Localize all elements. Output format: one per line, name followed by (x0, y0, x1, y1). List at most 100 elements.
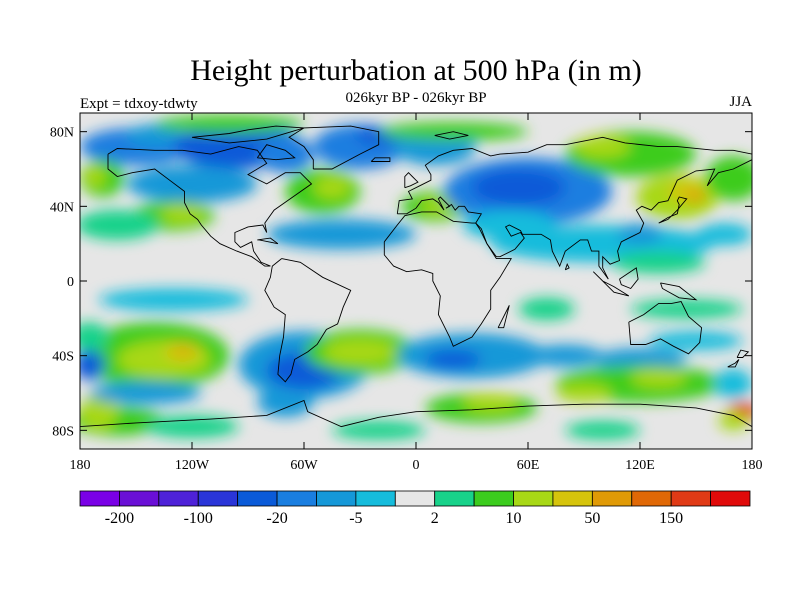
contour-region (160, 204, 206, 224)
coastline (658, 196, 688, 224)
lat-tick-label: 80N (50, 126, 74, 141)
contour-region (145, 415, 239, 438)
contour-region (462, 393, 519, 412)
coastline (107, 146, 313, 267)
coastline (257, 237, 279, 245)
axis-ticks: 80N 40N 0 40S 80S 180 120W 60W 0 60E 120E 180 (50, 113, 763, 473)
lat-tick-label: 40N (50, 200, 74, 215)
colorbar-label: 50 (584, 510, 600, 527)
coastline (564, 263, 570, 271)
coastline (383, 211, 512, 347)
lon-tick-label: 120W (175, 458, 210, 473)
coastline (264, 258, 352, 383)
lat-tick-label: 40S (52, 350, 74, 365)
contour-region (528, 344, 603, 367)
coastline (736, 349, 750, 358)
colorbar-swatch (473, 490, 514, 507)
lon-tick-label: 0 (413, 458, 420, 473)
lon-tick-label: 180 (742, 458, 763, 473)
contour-region (322, 338, 398, 365)
contour-region (257, 135, 314, 173)
coastline (727, 359, 740, 368)
coastline (80, 399, 752, 428)
lon-tick-label: 60E (517, 458, 540, 473)
coastline (288, 125, 380, 170)
contour-region (419, 198, 458, 214)
contour-region (714, 368, 752, 399)
coastline (660, 282, 698, 301)
colorbar-swatch (316, 490, 357, 507)
colorbar-label: -5 (349, 510, 362, 527)
contour-region (80, 393, 118, 431)
contour-region (126, 165, 258, 203)
contour-region (593, 348, 687, 371)
contour-region (266, 219, 416, 250)
colorbar-swatch (197, 490, 239, 507)
contour-region (556, 383, 612, 403)
map-panel (80, 113, 752, 449)
colorbar-swatch (119, 490, 160, 507)
contour-region (98, 288, 249, 311)
map-title: Height perturbation at 500 hPa (in m) (190, 54, 642, 87)
contour-region (686, 191, 706, 203)
coastline (497, 305, 510, 329)
contour-region (574, 135, 631, 158)
coastline (404, 172, 419, 189)
contour-region (177, 348, 189, 356)
coastline (434, 131, 469, 140)
colorbar-label: -100 (184, 510, 213, 527)
lon-tick-label: 120E (625, 458, 655, 473)
contour-region (89, 381, 202, 405)
season-label: JJA (729, 94, 752, 110)
colorbar-swatch (394, 490, 436, 507)
coastline-layer (80, 125, 752, 428)
coastline (370, 157, 391, 162)
lon-tick-label: 180 (70, 458, 91, 473)
experiment-label: Expt = tdxoy-tdwty (80, 96, 198, 112)
lat-tick-label: 0 (67, 275, 74, 290)
contour-region (83, 165, 107, 188)
contour-region (718, 411, 749, 431)
coastline (628, 300, 703, 355)
contour-region (425, 350, 482, 369)
contour-region (80, 322, 108, 352)
colorbar-swatch (710, 490, 751, 507)
colorbar-swatch (158, 490, 199, 507)
lat-tick-label: 80S (52, 424, 74, 439)
coastline (256, 144, 296, 161)
colorbar-swatch (670, 490, 711, 507)
coastline (191, 125, 305, 144)
colorbar-swatch (355, 490, 396, 507)
contour-region (696, 223, 752, 246)
contour-region (126, 124, 183, 147)
colorbar-label: 10 (506, 510, 522, 527)
colorbar-label: 150 (659, 510, 683, 527)
contour-region (332, 421, 426, 440)
colorbar-swatch (434, 490, 475, 507)
contour-region (630, 368, 687, 388)
contour-region (472, 169, 566, 207)
coastline (619, 267, 639, 290)
contour-region (80, 350, 105, 380)
contour-region (518, 297, 575, 321)
colorbar-label: -20 (266, 510, 287, 527)
colorbar-swatch (631, 490, 672, 507)
colorbar-swatch (591, 490, 633, 507)
colorbar-swatch (237, 490, 278, 507)
contour-region (154, 114, 304, 134)
contour-region (313, 176, 351, 199)
colorbar-swatch (276, 490, 317, 507)
contour-region (617, 223, 663, 246)
colorbar: -200 -100 -20 -5 2 10 50 150 (79, 490, 751, 527)
contour-fill-layer (80, 114, 752, 440)
lon-tick-label: 60W (290, 458, 318, 473)
colorbar-swatch (513, 490, 554, 507)
colorbar-swatch (79, 490, 120, 507)
contour-region (612, 251, 706, 274)
contour-region (630, 299, 743, 319)
contour-region (565, 421, 641, 440)
contour-region (705, 155, 752, 201)
colorbar-swatch (552, 490, 593, 507)
coastline (592, 271, 630, 297)
